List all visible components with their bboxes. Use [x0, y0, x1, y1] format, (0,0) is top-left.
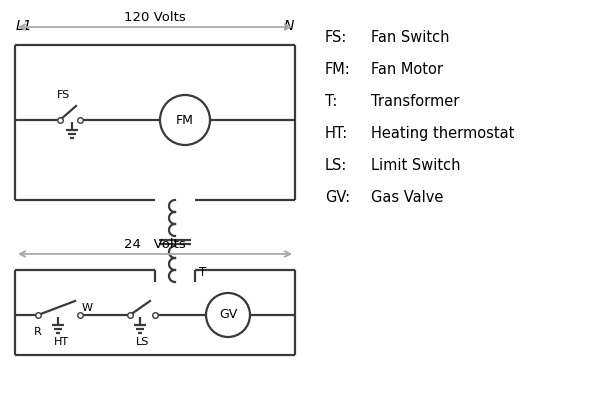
Text: Heating thermostat: Heating thermostat: [371, 126, 514, 141]
Text: LS: LS: [136, 337, 149, 347]
Text: T:: T:: [325, 94, 337, 109]
Text: 120 Volts: 120 Volts: [124, 11, 186, 24]
Text: HT:: HT:: [325, 126, 348, 141]
Text: LS:: LS:: [325, 158, 348, 173]
Text: L1: L1: [16, 19, 32, 33]
Text: Limit Switch: Limit Switch: [371, 158, 461, 173]
Text: FS:: FS:: [325, 30, 348, 45]
Text: W: W: [82, 303, 93, 313]
Text: FM:: FM:: [325, 62, 350, 77]
Text: FS: FS: [57, 90, 71, 100]
Text: Fan Switch: Fan Switch: [371, 30, 450, 45]
Text: Fan Motor: Fan Motor: [371, 62, 443, 77]
Text: N: N: [284, 19, 294, 33]
Text: HT: HT: [54, 337, 68, 347]
Text: GV:: GV:: [325, 190, 350, 205]
Text: Gas Valve: Gas Valve: [371, 190, 443, 205]
Text: R: R: [34, 327, 42, 337]
Text: T: T: [199, 266, 206, 278]
Text: GV: GV: [219, 308, 237, 322]
Text: FM: FM: [176, 114, 194, 126]
Text: Transformer: Transformer: [371, 94, 460, 109]
Text: 24   Volts: 24 Volts: [124, 238, 186, 251]
